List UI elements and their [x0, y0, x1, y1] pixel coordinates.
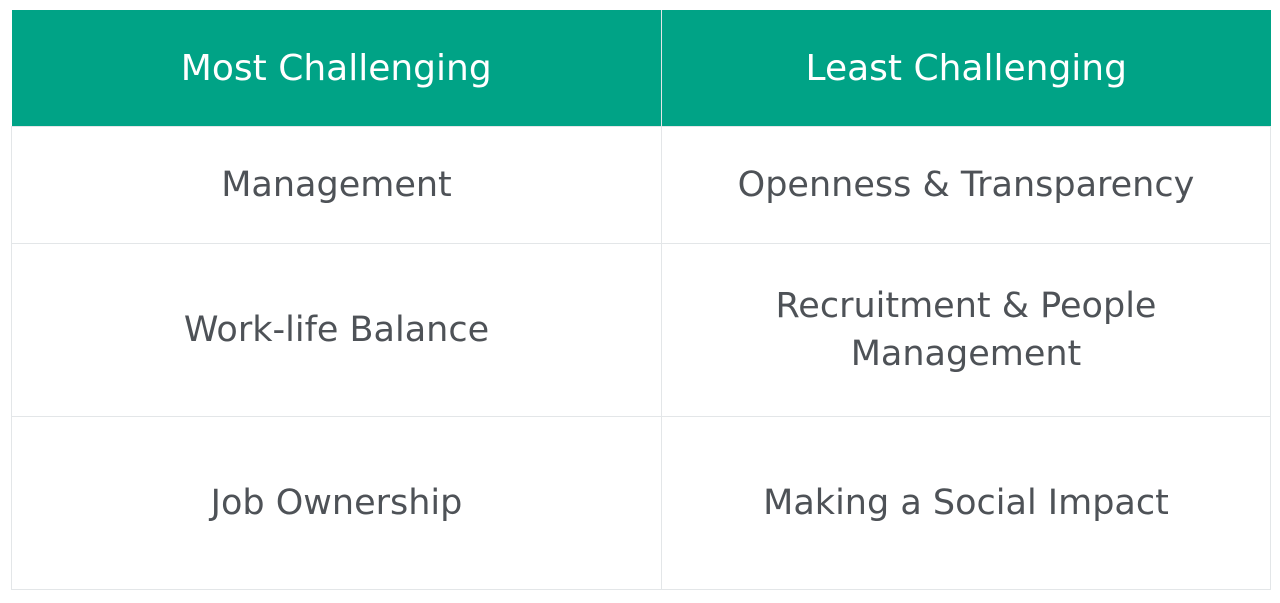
cell-most-challenging: Work-life Balance	[11, 243, 662, 417]
cell-least-challenging: Making a Social Impact	[661, 416, 1271, 590]
table-row: Work-life Balance Recruitment & People M…	[11, 243, 1271, 417]
header-least-challenging: Least Challenging	[661, 10, 1271, 127]
comparison-table-container: Most Challenging Least Challenging Manag…	[11, 10, 1271, 593]
table-row: Management Openness & Transparency	[11, 126, 1271, 244]
cell-most-challenging: Management	[11, 126, 662, 244]
cell-least-challenging: Openness & Transparency	[661, 126, 1271, 244]
table-header: Most Challenging Least Challenging	[11, 10, 1271, 127]
cell-most-challenging: Job Ownership	[11, 416, 662, 590]
header-most-challenging: Most Challenging	[11, 10, 662, 127]
table-body: Management Openness & Transparency Work-…	[11, 126, 1271, 590]
comparison-table: Most Challenging Least Challenging Manag…	[11, 10, 1271, 590]
cell-least-challenging: Recruitment & People Management	[661, 243, 1271, 417]
table-row: Job Ownership Making a Social Impact	[11, 416, 1271, 590]
header-row: Most Challenging Least Challenging	[11, 10, 1271, 127]
